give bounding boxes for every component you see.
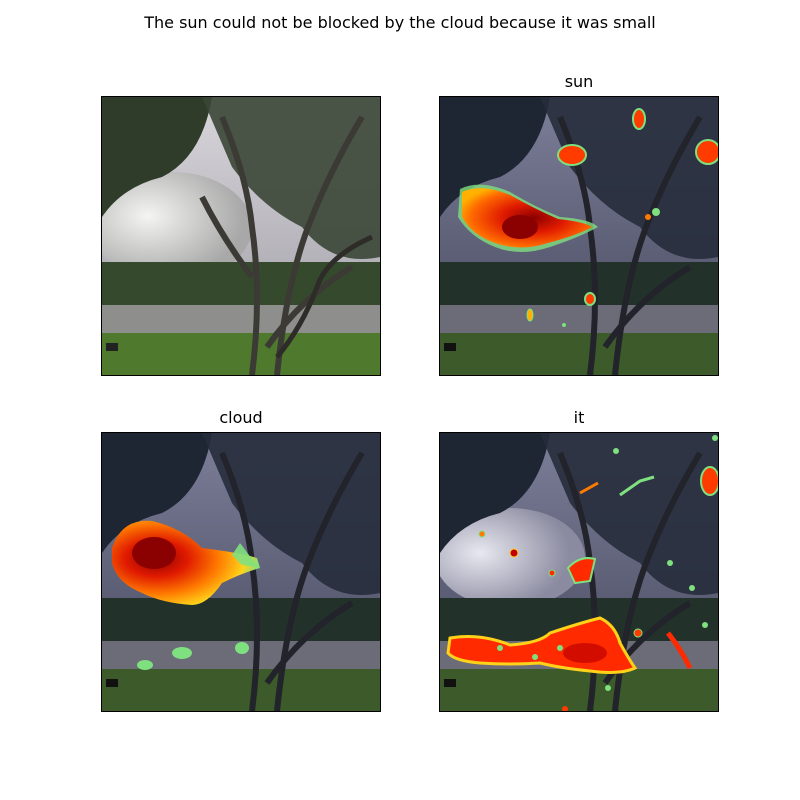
panel-title-sun: sun (564, 72, 594, 91)
heatmap-panel-cloud (101, 432, 381, 712)
heatmap-panel-sun (439, 96, 719, 376)
heatmap-sun (440, 97, 718, 375)
heatmap-it (440, 433, 718, 711)
original-photo (102, 97, 380, 375)
panel-title-it: it (573, 408, 585, 427)
panel-title-cloud: cloud (219, 408, 263, 427)
heatmap-panel-it (439, 432, 719, 712)
heatmap-cloud (102, 433, 380, 711)
figure-title: The sun could not be blocked by the clou… (144, 13, 656, 32)
original-image-panel (101, 96, 381, 376)
